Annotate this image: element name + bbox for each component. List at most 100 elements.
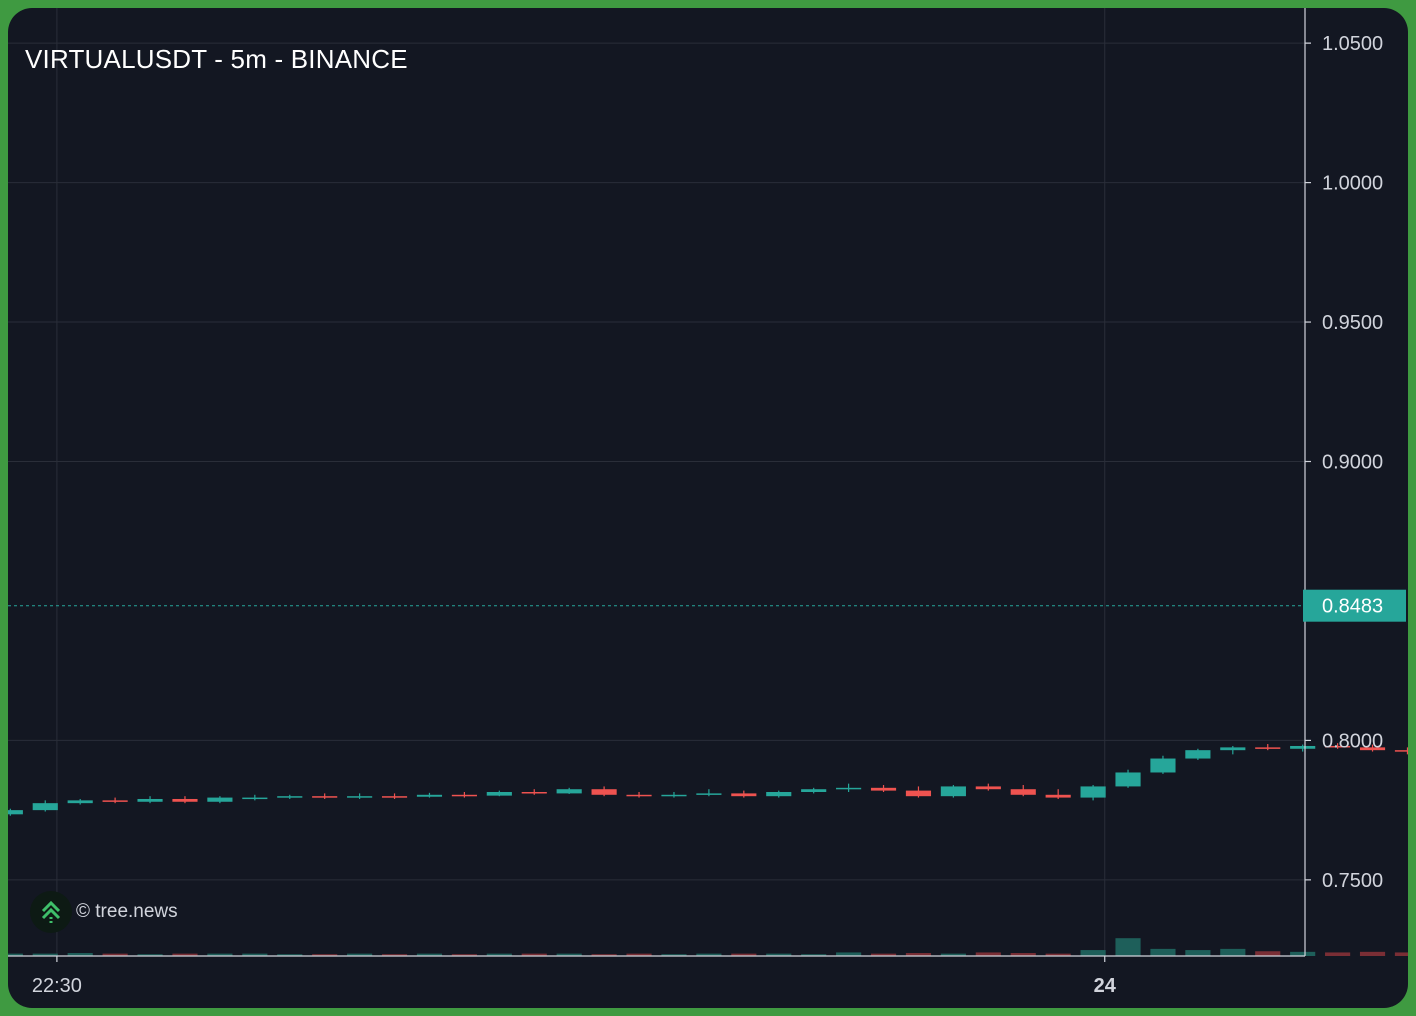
candle-body — [172, 798, 198, 802]
candle-body — [207, 797, 233, 802]
volume-bar — [1255, 951, 1281, 956]
volume-bar — [591, 954, 617, 956]
volume-bar — [1325, 952, 1351, 956]
y-tick-label: 1.0000 — [1322, 173, 1383, 195]
candle-body — [1394, 750, 1408, 752]
candle-body — [1325, 745, 1351, 748]
volume-bar — [521, 953, 547, 956]
volume-bar — [416, 953, 443, 956]
candle-body — [451, 794, 477, 797]
candle-body — [1010, 789, 1036, 795]
volume-bar — [67, 953, 93, 956]
candle-body — [1150, 758, 1176, 773]
volume-bar — [1185, 950, 1211, 956]
volume-bar — [1080, 950, 1106, 956]
candle-body — [696, 793, 722, 795]
candle-body — [1359, 747, 1386, 751]
last-price-label: 0.8483 — [1322, 596, 1383, 618]
volume-bar — [696, 953, 722, 956]
candle-body — [8, 810, 23, 815]
volume-bar — [8, 953, 23, 956]
candle-body — [1220, 747, 1246, 751]
volume-bar — [1115, 938, 1141, 956]
candle-body — [416, 794, 443, 797]
grid-lines — [8, 8, 1305, 956]
price-chart[interactable]: 0.79870.78060.78850.77740.9800 1.05001.0… — [8, 8, 1408, 1008]
y-tick-label: 0.9500 — [1322, 312, 1383, 334]
y-tick-label: 0.8000 — [1322, 730, 1383, 752]
candle-body — [1115, 772, 1141, 787]
candle-body — [626, 794, 652, 797]
candle-body — [486, 792, 512, 796]
volume-bar — [731, 953, 757, 956]
candle-body — [102, 800, 128, 802]
candle-body — [766, 792, 792, 797]
y-tick-label: 1.0500 — [1322, 33, 1383, 55]
candle-body — [242, 797, 268, 800]
volume-bar — [347, 953, 373, 956]
candle-body — [591, 789, 617, 795]
candle-body — [347, 796, 373, 798]
volume-bar — [661, 954, 687, 956]
volume-bar — [172, 953, 198, 956]
volume-bar — [1220, 948, 1246, 956]
volume-bar — [102, 953, 128, 956]
candle-body — [661, 794, 687, 797]
candle-body — [1255, 747, 1281, 749]
volume-bar — [32, 953, 58, 956]
volume-bar — [766, 953, 792, 956]
volume-bar — [1290, 951, 1316, 956]
candle-body — [1185, 750, 1211, 759]
brand-watermark: © tree.news — [30, 891, 178, 933]
volume-bar — [207, 953, 233, 956]
candle-body — [556, 789, 582, 794]
candle-body — [312, 796, 338, 798]
axes: 1.0500 1.0000 0.9500 0.9000 0.8000 0.7500 22:3… — [8, 8, 1406, 997]
brand-text: © tree.news — [76, 901, 178, 922]
volume-bar — [1010, 953, 1036, 956]
volume-bar — [1394, 952, 1408, 956]
y-tick-label: 0.7500 — [1322, 870, 1383, 892]
candle-body — [32, 803, 58, 811]
volume-bar — [975, 952, 1001, 956]
volume-bar — [1045, 953, 1071, 956]
y-tick-label: 0.9000 — [1322, 452, 1383, 474]
volume-bar — [137, 954, 163, 956]
candle-body — [1080, 786, 1106, 798]
volume-bar — [277, 954, 303, 956]
last-price-badge — [1303, 589, 1406, 622]
volume-bar — [381, 954, 408, 956]
candle-body — [975, 786, 1001, 790]
candle-body — [870, 787, 897, 791]
volume-bar — [451, 954, 477, 956]
candle-body — [940, 786, 966, 797]
candle-body — [836, 787, 862, 790]
candle-body — [1045, 794, 1071, 798]
volume-bar — [486, 953, 512, 956]
volume-bars — [8, 938, 1408, 956]
chart-title: VIRTUALUSDT - 5m - BINANCE — [25, 44, 408, 74]
volume-bar — [1359, 951, 1386, 956]
candle-body — [67, 800, 93, 804]
volume-bar — [905, 953, 932, 956]
chart-panel: 0.79870.78060.78850.77740.9800 1.05001.0… — [8, 8, 1408, 1008]
candle-body — [1290, 745, 1316, 749]
candle-body — [801, 789, 827, 793]
volume-bar — [312, 954, 338, 956]
candle-body — [521, 792, 547, 794]
candle-body — [277, 796, 303, 798]
candle-body — [905, 790, 932, 797]
volume-bar — [242, 953, 268, 956]
volume-bar — [1150, 948, 1176, 956]
volume-bar — [940, 953, 966, 956]
volume-bar — [870, 953, 897, 956]
x-tick-label: 22:30 — [32, 975, 82, 997]
volume-bar — [836, 952, 862, 956]
tree-news-logo-icon — [30, 891, 72, 933]
candles — [8, 743, 1408, 816]
x-tick-label: 24 — [1094, 975, 1117, 997]
volume-bar — [801, 954, 827, 956]
volume-bar — [556, 953, 582, 956]
candle-body — [137, 798, 163, 802]
candle-body — [381, 796, 408, 798]
